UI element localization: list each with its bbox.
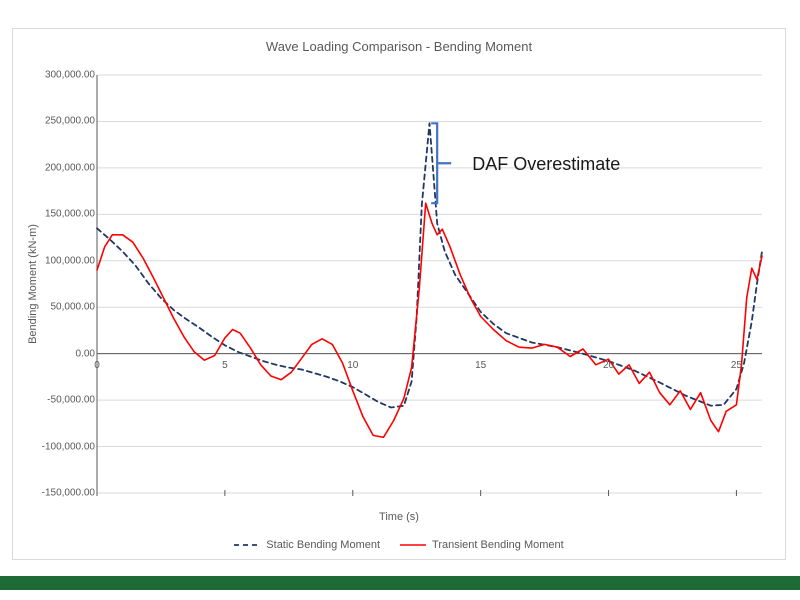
daf-bracket: [431, 123, 451, 203]
legend-item: Transient Bending Moment: [400, 539, 564, 551]
legend-label: Static Bending Moment: [266, 539, 380, 551]
ytick-label: -100,000.00: [42, 441, 95, 452]
ytick-label: 200,000.00: [45, 162, 95, 173]
footer-bar: [0, 576, 800, 590]
chart-title: Wave Loading Comparison - Bending Moment: [13, 39, 785, 54]
xtick-label: 10: [347, 360, 358, 371]
ytick-label: 150,000.00: [45, 209, 95, 220]
series-transient-bending-moment: [97, 203, 762, 437]
legend-item: Static Bending Moment: [234, 539, 380, 551]
ytick-label: 0.00: [76, 348, 95, 359]
chart-card: Wave Loading Comparison - Bending Moment…: [12, 28, 786, 560]
xtick-label: 25: [731, 360, 742, 371]
ytick-label: 100,000.00: [45, 255, 95, 266]
ytick-label: 250,000.00: [45, 116, 95, 127]
ytick-label: -150,000.00: [42, 488, 95, 499]
xtick-label: 0: [94, 360, 100, 371]
legend-label: Transient Bending Moment: [432, 539, 564, 551]
xtick-label: 5: [222, 360, 228, 371]
xtick-label: 20: [603, 360, 614, 371]
ytick-label: 300,000.00: [45, 70, 95, 81]
series-static-bending-moment: [97, 123, 762, 407]
y-axis-label: Bending Moment (kN-m): [27, 224, 39, 344]
x-axis-label: Time (s): [13, 511, 785, 523]
legend: Static Bending Moment Transient Bending M…: [13, 539, 785, 553]
daf-annotation: DAF Overestimate: [472, 154, 620, 175]
ytick-label: 50,000.00: [51, 302, 96, 313]
ytick-label: -50,000.00: [47, 395, 95, 406]
xtick-label: 15: [475, 360, 486, 371]
plot-area: [97, 75, 762, 493]
